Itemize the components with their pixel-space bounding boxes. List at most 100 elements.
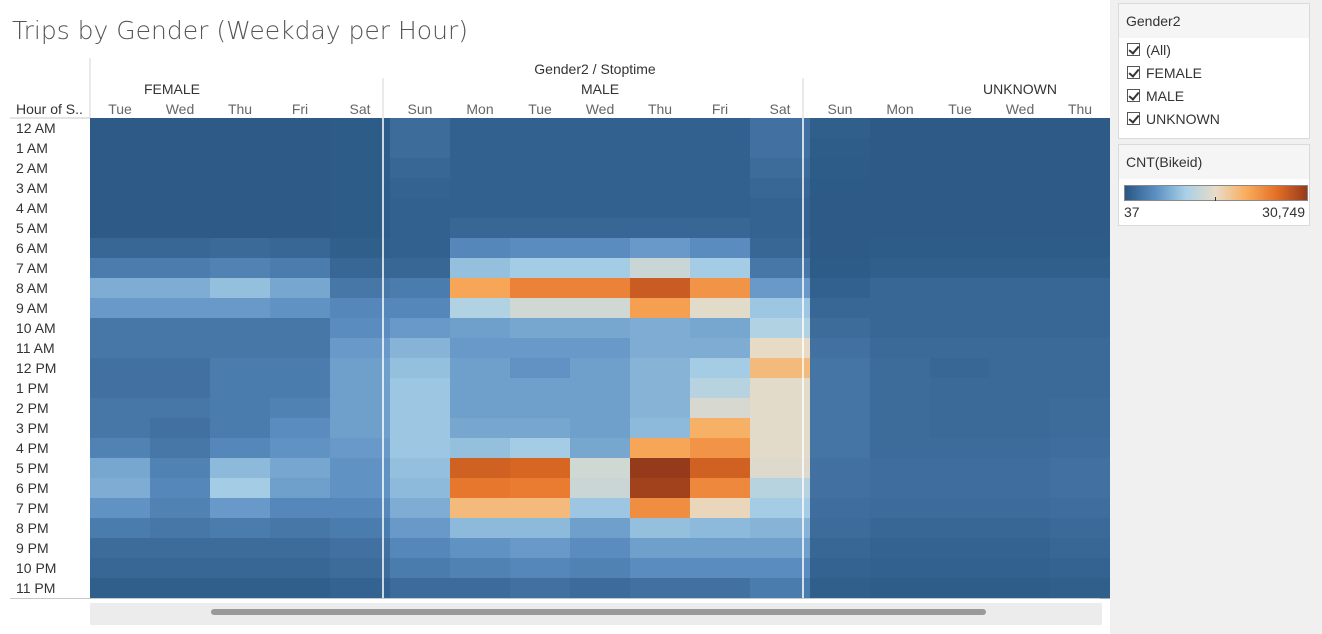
heat-cell[interactable] bbox=[750, 298, 811, 319]
heat-cell[interactable] bbox=[690, 218, 751, 239]
heat-cell[interactable] bbox=[330, 398, 391, 419]
heat-cell[interactable] bbox=[630, 358, 691, 379]
heat-cell[interactable] bbox=[690, 418, 751, 439]
heat-cell[interactable] bbox=[1050, 398, 1110, 419]
heat-cell[interactable] bbox=[870, 478, 931, 499]
heat-cell[interactable] bbox=[270, 498, 331, 519]
heat-cell[interactable] bbox=[510, 358, 571, 379]
heat-cell[interactable] bbox=[450, 458, 511, 479]
heat-cell[interactable] bbox=[150, 438, 211, 459]
heat-cell[interactable] bbox=[270, 178, 331, 199]
heat-cell[interactable] bbox=[210, 358, 271, 379]
heat-cell[interactable] bbox=[150, 418, 211, 439]
heat-cell[interactable] bbox=[630, 198, 691, 219]
heat-cell[interactable] bbox=[450, 498, 511, 519]
heat-cell[interactable] bbox=[270, 478, 331, 499]
heat-cell[interactable] bbox=[930, 278, 991, 299]
heat-cell[interactable] bbox=[150, 298, 211, 319]
heat-cell[interactable] bbox=[750, 258, 811, 279]
heat-cell[interactable] bbox=[450, 398, 511, 419]
heat-cell[interactable] bbox=[90, 218, 151, 239]
heat-cell[interactable] bbox=[270, 398, 331, 419]
heat-cell[interactable] bbox=[90, 518, 151, 539]
heat-cell[interactable] bbox=[810, 478, 871, 499]
heat-cell[interactable] bbox=[150, 578, 211, 599]
heat-cell[interactable] bbox=[630, 378, 691, 399]
heat-cell[interactable] bbox=[1050, 158, 1110, 179]
heat-cell[interactable] bbox=[990, 178, 1051, 199]
heat-cell[interactable] bbox=[570, 158, 631, 179]
heat-cell[interactable] bbox=[750, 138, 811, 159]
heat-cell[interactable] bbox=[570, 318, 631, 339]
heat-cell[interactable] bbox=[750, 398, 811, 419]
heat-cell[interactable] bbox=[870, 398, 931, 419]
heat-cell[interactable] bbox=[570, 438, 631, 459]
heat-cell[interactable] bbox=[930, 438, 991, 459]
heat-cell[interactable] bbox=[570, 558, 631, 579]
heat-cell[interactable] bbox=[150, 138, 211, 159]
checkbox-checked-icon[interactable] bbox=[1127, 89, 1140, 102]
heat-cell[interactable] bbox=[930, 318, 991, 339]
heat-cell[interactable] bbox=[90, 318, 151, 339]
heat-cell[interactable] bbox=[930, 158, 991, 179]
heat-cell[interactable] bbox=[810, 358, 871, 379]
heat-cell[interactable] bbox=[990, 538, 1051, 559]
heat-cell[interactable] bbox=[150, 178, 211, 199]
heat-cell[interactable] bbox=[630, 218, 691, 239]
heat-cell[interactable] bbox=[930, 578, 991, 599]
heat-cell[interactable] bbox=[270, 138, 331, 159]
heat-cell[interactable] bbox=[630, 498, 691, 519]
heat-cell[interactable] bbox=[330, 218, 391, 239]
heat-cell[interactable] bbox=[90, 338, 151, 359]
heat-cell[interactable] bbox=[810, 118, 871, 139]
heat-cell[interactable] bbox=[930, 458, 991, 479]
heat-cell[interactable] bbox=[150, 518, 211, 539]
heat-cell[interactable] bbox=[750, 558, 811, 579]
heat-cell[interactable] bbox=[690, 138, 751, 159]
checkbox-checked-icon[interactable] bbox=[1127, 112, 1140, 125]
heat-cell[interactable] bbox=[1050, 298, 1110, 319]
heat-cell[interactable] bbox=[990, 518, 1051, 539]
heat-cell[interactable] bbox=[630, 518, 691, 539]
heat-cell[interactable] bbox=[210, 318, 271, 339]
heat-cell[interactable] bbox=[450, 378, 511, 399]
heat-cell[interactable] bbox=[570, 578, 631, 599]
heat-cell[interactable] bbox=[150, 458, 211, 479]
heat-cell[interactable] bbox=[270, 458, 331, 479]
heat-cell[interactable] bbox=[1050, 358, 1110, 379]
heat-cell[interactable] bbox=[90, 438, 151, 459]
filter-item-male[interactable]: MALE bbox=[1119, 84, 1309, 107]
heat-cell[interactable] bbox=[570, 338, 631, 359]
heat-cell[interactable] bbox=[150, 158, 211, 179]
heat-cell[interactable] bbox=[810, 318, 871, 339]
heat-cell[interactable] bbox=[810, 558, 871, 579]
heat-cell[interactable] bbox=[150, 478, 211, 499]
heat-cell[interactable] bbox=[990, 398, 1051, 419]
heat-cell[interactable] bbox=[630, 458, 691, 479]
heat-cell[interactable] bbox=[270, 258, 331, 279]
heat-cell[interactable] bbox=[1050, 438, 1110, 459]
heat-cell[interactable] bbox=[1050, 138, 1110, 159]
heat-cell[interactable] bbox=[750, 198, 811, 219]
heat-cell[interactable] bbox=[750, 498, 811, 519]
heat-cell[interactable] bbox=[150, 258, 211, 279]
heat-cell[interactable] bbox=[150, 538, 211, 559]
heat-cell[interactable] bbox=[450, 558, 511, 579]
heat-cell[interactable] bbox=[450, 578, 511, 599]
heat-cell[interactable] bbox=[330, 198, 391, 219]
heat-cell[interactable] bbox=[630, 318, 691, 339]
heat-cell[interactable] bbox=[270, 278, 331, 299]
heat-cell[interactable] bbox=[990, 198, 1051, 219]
heat-cell[interactable] bbox=[750, 518, 811, 539]
heat-cell[interactable] bbox=[1050, 198, 1110, 219]
heat-cell[interactable] bbox=[330, 158, 391, 179]
heat-cell[interactable] bbox=[510, 298, 571, 319]
heat-cell[interactable] bbox=[150, 118, 211, 139]
heat-cell[interactable] bbox=[210, 458, 271, 479]
heat-cell[interactable] bbox=[570, 538, 631, 559]
heat-cell[interactable] bbox=[1050, 218, 1110, 239]
heat-cell[interactable] bbox=[450, 178, 511, 199]
heat-cell[interactable] bbox=[1050, 418, 1110, 439]
heat-cell[interactable] bbox=[510, 378, 571, 399]
heat-cell[interactable] bbox=[690, 198, 751, 219]
